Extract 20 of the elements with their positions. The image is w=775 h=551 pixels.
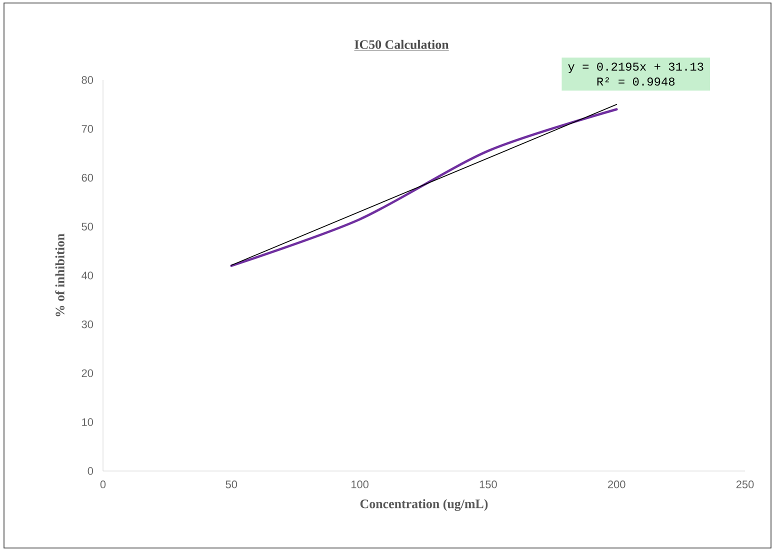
- x-tick-label: 150: [480, 480, 497, 488]
- x-tick-label: 200: [608, 480, 626, 488]
- y-tick-label: 50: [82, 222, 94, 231]
- y-tick-label: 40: [82, 272, 94, 280]
- y-tick-label: 70: [82, 125, 94, 133]
- chart-title: IC50 Calculation: [354, 40, 449, 49]
- y-tick-label: 30: [82, 320, 94, 328]
- text: y = 0.2195x + 31.13: [568, 62, 704, 74]
- x-axis-title: Concentration (ug/mL): [360, 499, 488, 511]
- annotation: R² = 0.9948: [597, 77, 675, 86]
- y-tick-label: 10: [82, 418, 94, 426]
- x-tick-label: 0: [100, 480, 106, 488]
- y-tick-label: 60: [82, 174, 94, 182]
- x-tick-label: 50: [226, 480, 238, 488]
- y-tick-label: 20: [82, 369, 94, 378]
- y-tick-label: 0: [88, 467, 94, 475]
- x-tick-label: 100: [351, 480, 369, 488]
- x-tick-label: 250: [736, 480, 754, 488]
- y-tick-label: 80: [82, 76, 94, 84]
- y-axis-title: % of inhibition: [55, 234, 64, 316]
